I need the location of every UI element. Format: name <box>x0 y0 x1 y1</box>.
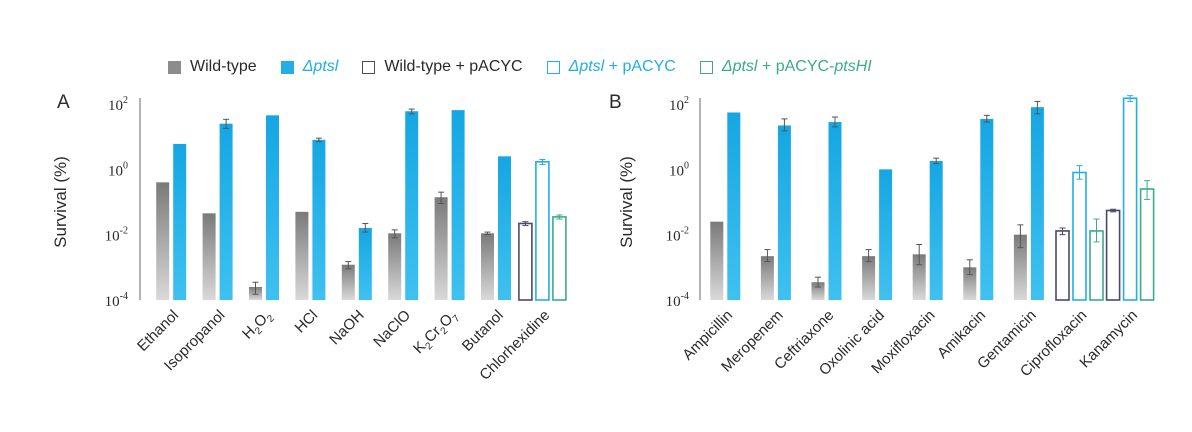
bar-dpts <box>405 111 419 300</box>
bar-dpts <box>173 143 187 300</box>
bar-wt <box>811 282 825 300</box>
y-tick-label: 10-2 <box>666 226 689 245</box>
bar-wt <box>760 256 774 300</box>
legend-swatch-dptsl-pacyc <box>546 60 560 74</box>
panel-letter: B <box>609 92 622 113</box>
legend-label-wild-type-pacyc: Wild-type + pACYC <box>384 58 523 75</box>
legend-label-dptsl-pacyc: Δptsl + pACYC <box>568 58 676 75</box>
bar-wt <box>156 182 170 300</box>
bar-dpts <box>219 123 233 300</box>
legend-item-wild-type-pacyc: Wild-type + pACYC <box>362 58 523 76</box>
legend-label-wild-type: Wild-type <box>190 58 257 75</box>
legend-label-dptsl-pacyc-ptshi: Δptsl + pACYC-ptsHI <box>721 58 872 75</box>
bar-wt <box>481 233 494 300</box>
bar-wt <box>295 211 309 300</box>
bar-wt_pacyc <box>1055 230 1070 301</box>
panel-letter: A <box>57 92 70 113</box>
legend-item-wild-type: Wild-type <box>168 58 257 76</box>
bar-wt <box>434 197 448 300</box>
legend-item-dptsl: Δptsl <box>280 58 339 76</box>
y-tick-label: 10-4 <box>666 291 689 310</box>
bar-wt <box>912 254 926 300</box>
bar-dpts <box>929 160 943 300</box>
bar-wt <box>862 256 876 300</box>
bar-dpts <box>266 115 279 300</box>
bar-dpts <box>358 227 372 300</box>
bar-dpts <box>451 110 465 300</box>
legend: Wild-type Δptsl Wild-type + pACYC Δptsl … <box>168 58 896 76</box>
y-tick-label: 102 <box>669 95 689 114</box>
bar-wt_pacyc <box>518 222 533 301</box>
y-tick-label: 100 <box>669 160 689 179</box>
bar-dpts <box>1030 107 1044 300</box>
x-tick-label: H2O2 <box>239 306 277 344</box>
x-tick-label: K2Cr2O7 <box>410 306 463 359</box>
bar-wt <box>1013 234 1027 300</box>
bar-dpts <box>980 118 994 301</box>
y-axis-label: Survival (%) <box>617 156 636 248</box>
bar-dpts_pacyc <box>535 161 550 301</box>
legend-swatch-wild-type-pacyc <box>362 60 376 74</box>
x-tick-label: NaOH <box>326 307 367 348</box>
legend-swatch-dptsl-pacyc-ptshi <box>699 60 713 74</box>
x-tick-label: NaClO <box>370 307 414 351</box>
bar-dpts <box>777 125 791 300</box>
bar-dpts_pacyc_ptshi <box>1139 188 1155 301</box>
bar-dpts_pacyc_ptshi <box>552 216 567 301</box>
legend-label-dptsl: Δptsl <box>302 58 339 75</box>
legend-swatch-dptsl <box>280 60 294 74</box>
bar-dpts <box>727 112 741 301</box>
y-axis-label: Survival (%) <box>51 156 70 248</box>
bar-dpts <box>312 139 326 300</box>
legend-swatch-wild-type <box>168 60 181 74</box>
bar-dpts_pacyc <box>1072 171 1087 301</box>
legend-item-dptsl-pacyc-ptshi: Δptsl + pACYC-ptsHI <box>699 58 872 76</box>
bar-dpts <box>498 156 511 300</box>
x-tick-label: HCl <box>292 307 322 337</box>
bar-wt <box>388 233 402 300</box>
y-tick-label: 100 <box>108 160 128 179</box>
bar-wt <box>963 267 977 300</box>
bar-wt_pacyc <box>1105 209 1121 301</box>
bar-dpts <box>879 169 893 300</box>
y-tick-label: 102 <box>108 95 128 114</box>
y-tick-label: 10-2 <box>105 226 128 245</box>
bar-dpts <box>828 122 842 300</box>
bar-wt <box>202 213 216 300</box>
bar-wt <box>341 264 355 300</box>
y-tick-label: 10-4 <box>105 291 128 310</box>
bar-wt <box>710 221 724 300</box>
legend-item-dptsl-pacyc: Δptsl + pACYC <box>546 58 676 76</box>
bar-dpts_pacyc <box>1122 97 1138 301</box>
